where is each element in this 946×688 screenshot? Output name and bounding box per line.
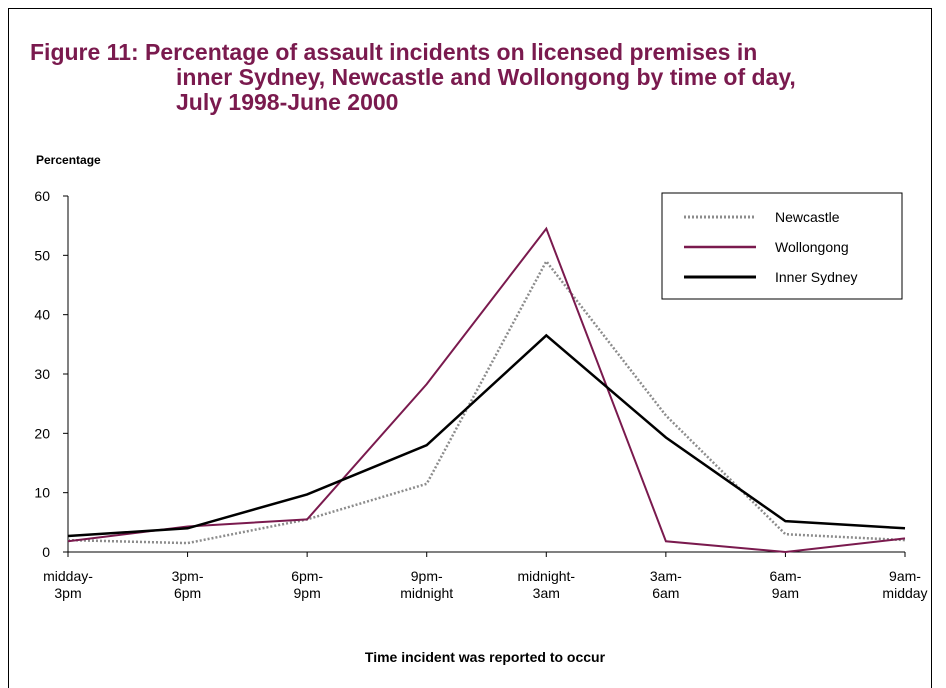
y-tick-label: 10 bbox=[34, 485, 50, 501]
x-tick-label: midnight-3am bbox=[517, 568, 575, 601]
y-tick-label: 20 bbox=[34, 425, 50, 441]
legend-label: Newcastle bbox=[775, 209, 840, 225]
series-layer bbox=[67, 226, 906, 554]
legend-label: Wollongong bbox=[775, 239, 849, 255]
legend-label: Inner Sydney bbox=[775, 269, 858, 285]
y-axis-label: Percentage bbox=[36, 153, 101, 167]
y-tick-label: 30 bbox=[34, 366, 50, 382]
y-tick-label: 0 bbox=[42, 544, 50, 560]
series-line-newcastle bbox=[67, 259, 906, 545]
y-tick-label: 50 bbox=[34, 247, 50, 263]
x-tick-label: 3pm-6pm bbox=[172, 568, 204, 601]
chart-title-line-2: inner Sydney, Newcastle and Wollongong b… bbox=[176, 64, 796, 90]
chart-frame bbox=[8, 8, 932, 688]
x-tick-label: 3am-6am bbox=[650, 568, 682, 601]
x-tick-label: 9pm-midnight bbox=[400, 568, 453, 601]
y-tick-label: 40 bbox=[34, 307, 50, 323]
y-tick-label: 60 bbox=[34, 188, 50, 204]
x-tick-label: 6pm-9pm bbox=[291, 568, 323, 601]
x-tick-label: 9am-midday bbox=[882, 568, 927, 601]
chart-title-line-3: July 1998-June 2000 bbox=[176, 89, 399, 115]
chart-title: Figure 11: Percentage of assault inciden… bbox=[30, 40, 920, 115]
x-tick-label: 6am-9am bbox=[769, 568, 801, 601]
axes: 0 10 20 30 40 50 60 midday-3pm 3pm-6pm 6pm-9pm 9pm… bbox=[34, 188, 927, 601]
x-axis-label: Time incident was reported to occur bbox=[365, 649, 606, 665]
legend: Newcastle Wollongong Inner Sydney bbox=[661, 192, 903, 300]
series-line-inner-sydney bbox=[67, 333, 906, 538]
series-line-wollongong bbox=[67, 226, 906, 554]
x-tick-label: midday-3pm bbox=[43, 568, 93, 601]
chart-title-line-1: Figure 11: Percentage of assault inciden… bbox=[30, 39, 758, 65]
